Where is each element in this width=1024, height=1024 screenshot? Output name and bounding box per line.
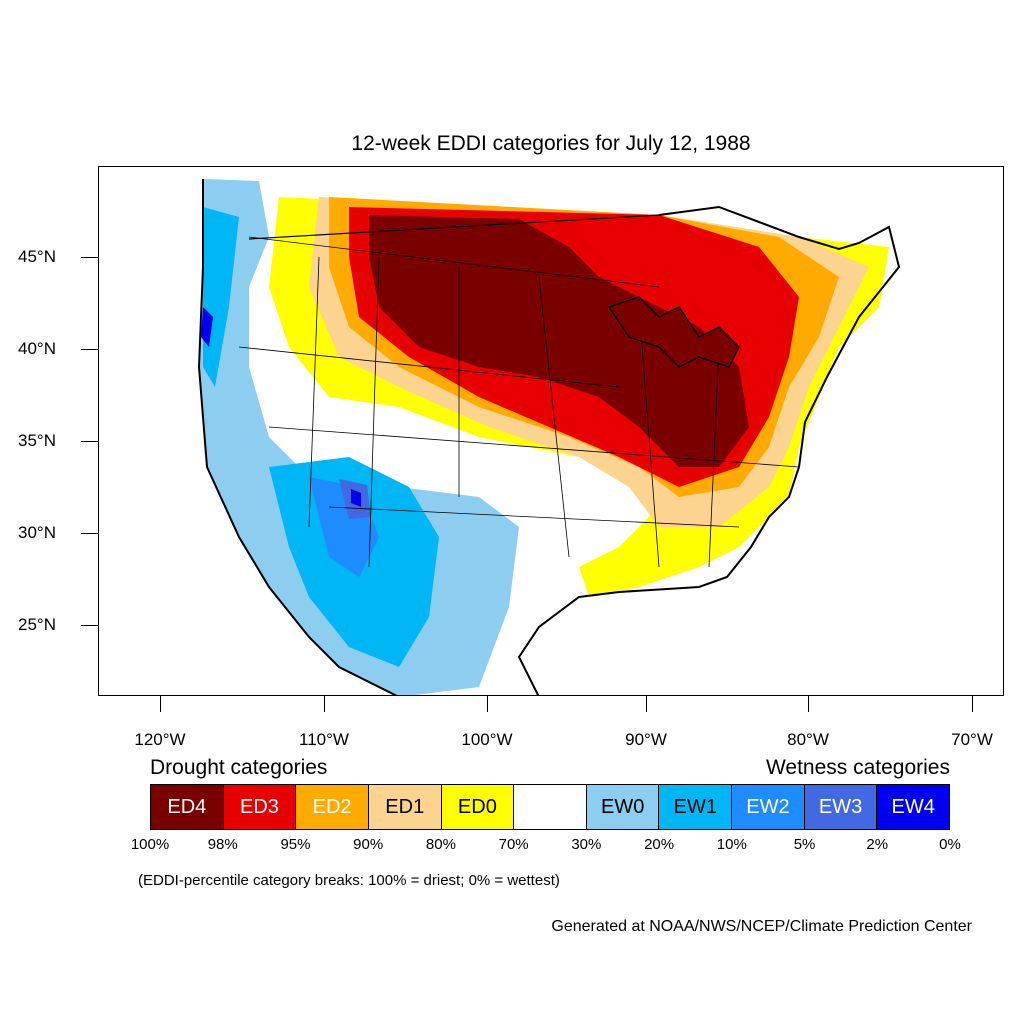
wet-area-ew1-coast — [203, 207, 239, 387]
wetness-heading: Wetness categories — [765, 756, 950, 779]
percent-break-label: 2% — [866, 836, 889, 853]
lat-tick-40 — [81, 349, 98, 350]
lon-label-90: 90°W — [625, 730, 667, 749]
legend-box-ed4: ED4 — [151, 785, 224, 829]
percent-break-label: 5% — [793, 836, 816, 853]
credit-text: Generated at NOAA/NWS/NCEP/Climate Predi… — [551, 918, 972, 935]
lon-tick-70 — [972, 696, 973, 712]
legend-box-ew2: EW2 — [732, 785, 805, 829]
percent-break-label: 100% — [130, 836, 170, 853]
coastline — [197, 179, 901, 695]
lat-label-40: 40°N — [18, 339, 56, 358]
lat-tick-30 — [81, 533, 98, 534]
percent-break-label: 90% — [353, 836, 384, 853]
lon-tick-90 — [646, 696, 647, 712]
legend-box-normal — [514, 785, 587, 829]
percent-break-label: 0% — [939, 836, 961, 853]
percent-break-label: 20% — [644, 836, 675, 853]
percent-break-label: 95% — [280, 836, 311, 853]
lon-tick-110 — [324, 696, 325, 712]
lat-label-30: 30°N — [18, 523, 56, 542]
legend-box-ed0: ED0 — [441, 785, 515, 829]
drought-heading: Drought categories — [150, 756, 328, 779]
great-lakes — [607, 296, 740, 368]
lat-label-45: 45°N — [18, 247, 56, 266]
lon-label-120: 120°W — [134, 730, 186, 749]
legend-box-ew4: EW4 — [877, 785, 950, 829]
legend-colorbar: ED4 ED3 ED2 ED1 ED0 EW0 EW1 EW2 EW3 EW4 — [150, 784, 950, 830]
percent-break-label: 98% — [207, 836, 238, 853]
lon-tick-100 — [487, 696, 488, 712]
canada-border — [248, 214, 660, 240]
lon-tick-120 — [160, 696, 161, 712]
lat-tick-35 — [81, 441, 98, 442]
lon-label-110: 110°W — [299, 730, 349, 749]
legend-box-ew1: EW1 — [659, 785, 733, 829]
legend-box-ew0: EW0 — [586, 785, 660, 829]
lon-tick-80 — [808, 696, 809, 712]
percent-break-label: 70% — [498, 836, 529, 853]
percent-break-label: 10% — [716, 836, 747, 853]
wet-area-ew0 — [199, 179, 519, 695]
legend-box-ed2: ED2 — [296, 785, 369, 829]
lat-label-35: 35°N — [18, 431, 56, 450]
dry-area-ed4 — [369, 215, 749, 467]
lat-tick-25 — [81, 625, 98, 626]
lon-label-70: 70°W — [951, 730, 993, 749]
wet-area-ew4 — [351, 489, 361, 507]
eddi-map — [98, 166, 1004, 696]
lon-label-80: 80°W — [787, 730, 829, 749]
lon-label-100: 100°W — [461, 730, 513, 749]
legend-box-ed3: ED3 — [223, 785, 297, 829]
state-boundaries — [238, 236, 800, 568]
percent-break-label: 80% — [425, 836, 456, 853]
legend-note: (EDDI-percentile category breaks: 100% =… — [138, 872, 560, 889]
wet-area-ew4-coast — [201, 307, 213, 347]
percent-break-label: 30% — [571, 836, 602, 853]
map-title: 12-week EDDI categories for July 12, 198… — [351, 132, 751, 155]
eddi-map-graphic — [197, 179, 901, 695]
legend-box-ew3: EW3 — [804, 785, 878, 829]
lat-label-25: 25°N — [18, 615, 56, 634]
lat-tick-45 — [81, 257, 98, 258]
legend-box-ed1: ED1 — [368, 785, 442, 829]
